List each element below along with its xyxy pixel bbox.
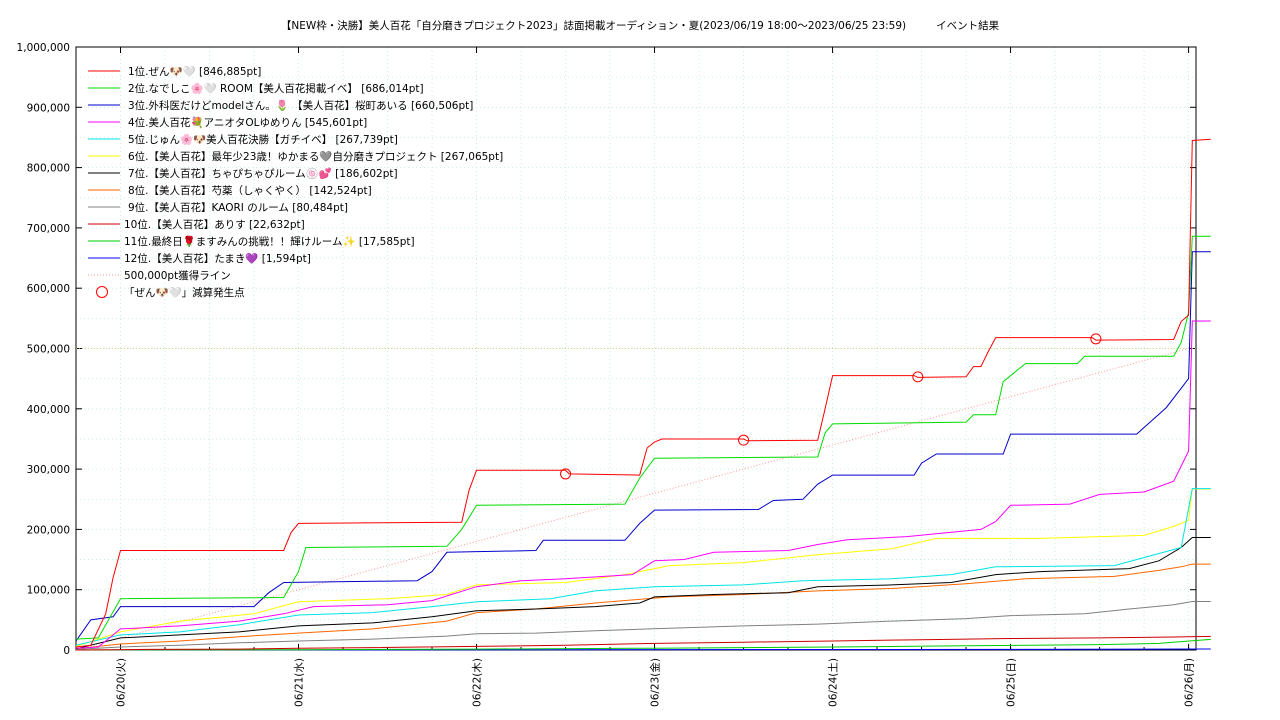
legend-label-4: 4位.美人百花💐アニオタOLゆめりん [545,601pt] bbox=[128, 116, 367, 129]
legend-label-10: 10位.【美人百花】ありす [22,632pt] bbox=[124, 218, 305, 231]
marker-circle bbox=[912, 371, 924, 383]
series-line-3 bbox=[75, 251, 1211, 642]
legend-label-11: 11位.最終日🌹ますみんの挑戦！！輝けルーム✨ [17,585pt] bbox=[124, 235, 415, 248]
legend-label-6: 6位.【美人百花】最年少23歳！ゆかまる🩶自分磨きプロジェクト [267,065… bbox=[128, 150, 503, 163]
y-tick-label: 100,000 bbox=[27, 585, 70, 597]
x-tick-label: 06/24(土) bbox=[827, 658, 840, 707]
series-line-11 bbox=[75, 638, 1211, 651]
x-tick-label: 06/20(火) bbox=[116, 658, 128, 707]
marker-circle bbox=[1090, 333, 1102, 345]
legend-label-3: 3位.外科医だけどmodelさん。🌷 【美人百花】桜町あいる [660,506p… bbox=[128, 99, 473, 112]
y-tick-label: 300,000 bbox=[27, 464, 70, 476]
legend-label-9: 9位.【美人百花】KAORI のルーム [80,484pt] bbox=[128, 201, 348, 214]
series-line-9 bbox=[75, 601, 1211, 650]
legend-label-7: 7位.【美人百花】ちゃぴちゃぴルーム🍥💕 [186,602pt] bbox=[128, 167, 398, 180]
series-line-4 bbox=[75, 320, 1211, 649]
marker-circle bbox=[560, 468, 572, 480]
x-tick-label: 06/25(日) bbox=[1006, 658, 1018, 707]
series-line-8 bbox=[75, 563, 1211, 650]
series-line-6 bbox=[75, 488, 1211, 647]
y-tick-label: 700,000 bbox=[27, 223, 70, 235]
series-line-1 bbox=[75, 138, 1211, 648]
y-tick-label: 200,000 bbox=[27, 524, 70, 536]
series-line-5 bbox=[75, 488, 1211, 646]
y-tick-label: 1,000,000 bbox=[17, 42, 70, 54]
y-tick-label: 900,000 bbox=[27, 102, 70, 114]
chart-title: 【NEW枠・決勝】美人百花「自分磨きプロジェクト2023」誌面掲載オーディション… bbox=[0, 18, 1280, 33]
x-tick-label: 06/26(月) bbox=[1184, 658, 1196, 707]
y-tick-label: 500,000 bbox=[27, 344, 70, 356]
legend-label-2: 2位.なでしこ🌸🤍 ROOM【美人百花掲載イベ】 [686,014pt] bbox=[128, 82, 424, 95]
legend-swatch-marker bbox=[96, 286, 108, 298]
marker-circle bbox=[738, 434, 750, 446]
series-line-2 bbox=[75, 235, 1211, 640]
chart-title-main: 【NEW枠・決勝】美人百花「自分磨きプロジェクト2023」誌面掲載オーディション… bbox=[280, 20, 907, 32]
legend-label-5: 5位.じゅん🌸🐶美人百花決勝【ガチイベ】 [267,739pt] bbox=[128, 133, 398, 146]
reference-line-500k bbox=[75, 348, 1189, 651]
y-tick-label: 0 bbox=[63, 645, 70, 657]
legend-label-12: 12位.【美人百花】たまき💜 [1,594pt] bbox=[124, 252, 311, 265]
legend-label-reference: 500,000pt獲得ライン bbox=[124, 269, 231, 282]
y-tick-label: 600,000 bbox=[27, 283, 70, 295]
x-tick-label: 06/22(木) bbox=[472, 658, 484, 707]
chart-title-right: イベント結果 bbox=[936, 20, 1000, 32]
y-tick-label: 400,000 bbox=[27, 404, 70, 416]
x-tick-label: 06/21(水) bbox=[294, 658, 306, 707]
series-line-10 bbox=[75, 635, 1211, 651]
legend-label-1: 1位.ぜん🐶🤍 [846,885pt] bbox=[128, 65, 261, 78]
x-tick-label: 06/23(金) bbox=[649, 658, 662, 707]
y-tick-label: 800,000 bbox=[27, 163, 70, 175]
legend-label-marker: 「ぜん🐶🤍」減算発生点 bbox=[124, 286, 245, 299]
series-line-7 bbox=[75, 537, 1211, 650]
legend-label-8: 8位.【美人百花】芍薬（しゃくやく） [142,524pt] bbox=[128, 184, 372, 197]
